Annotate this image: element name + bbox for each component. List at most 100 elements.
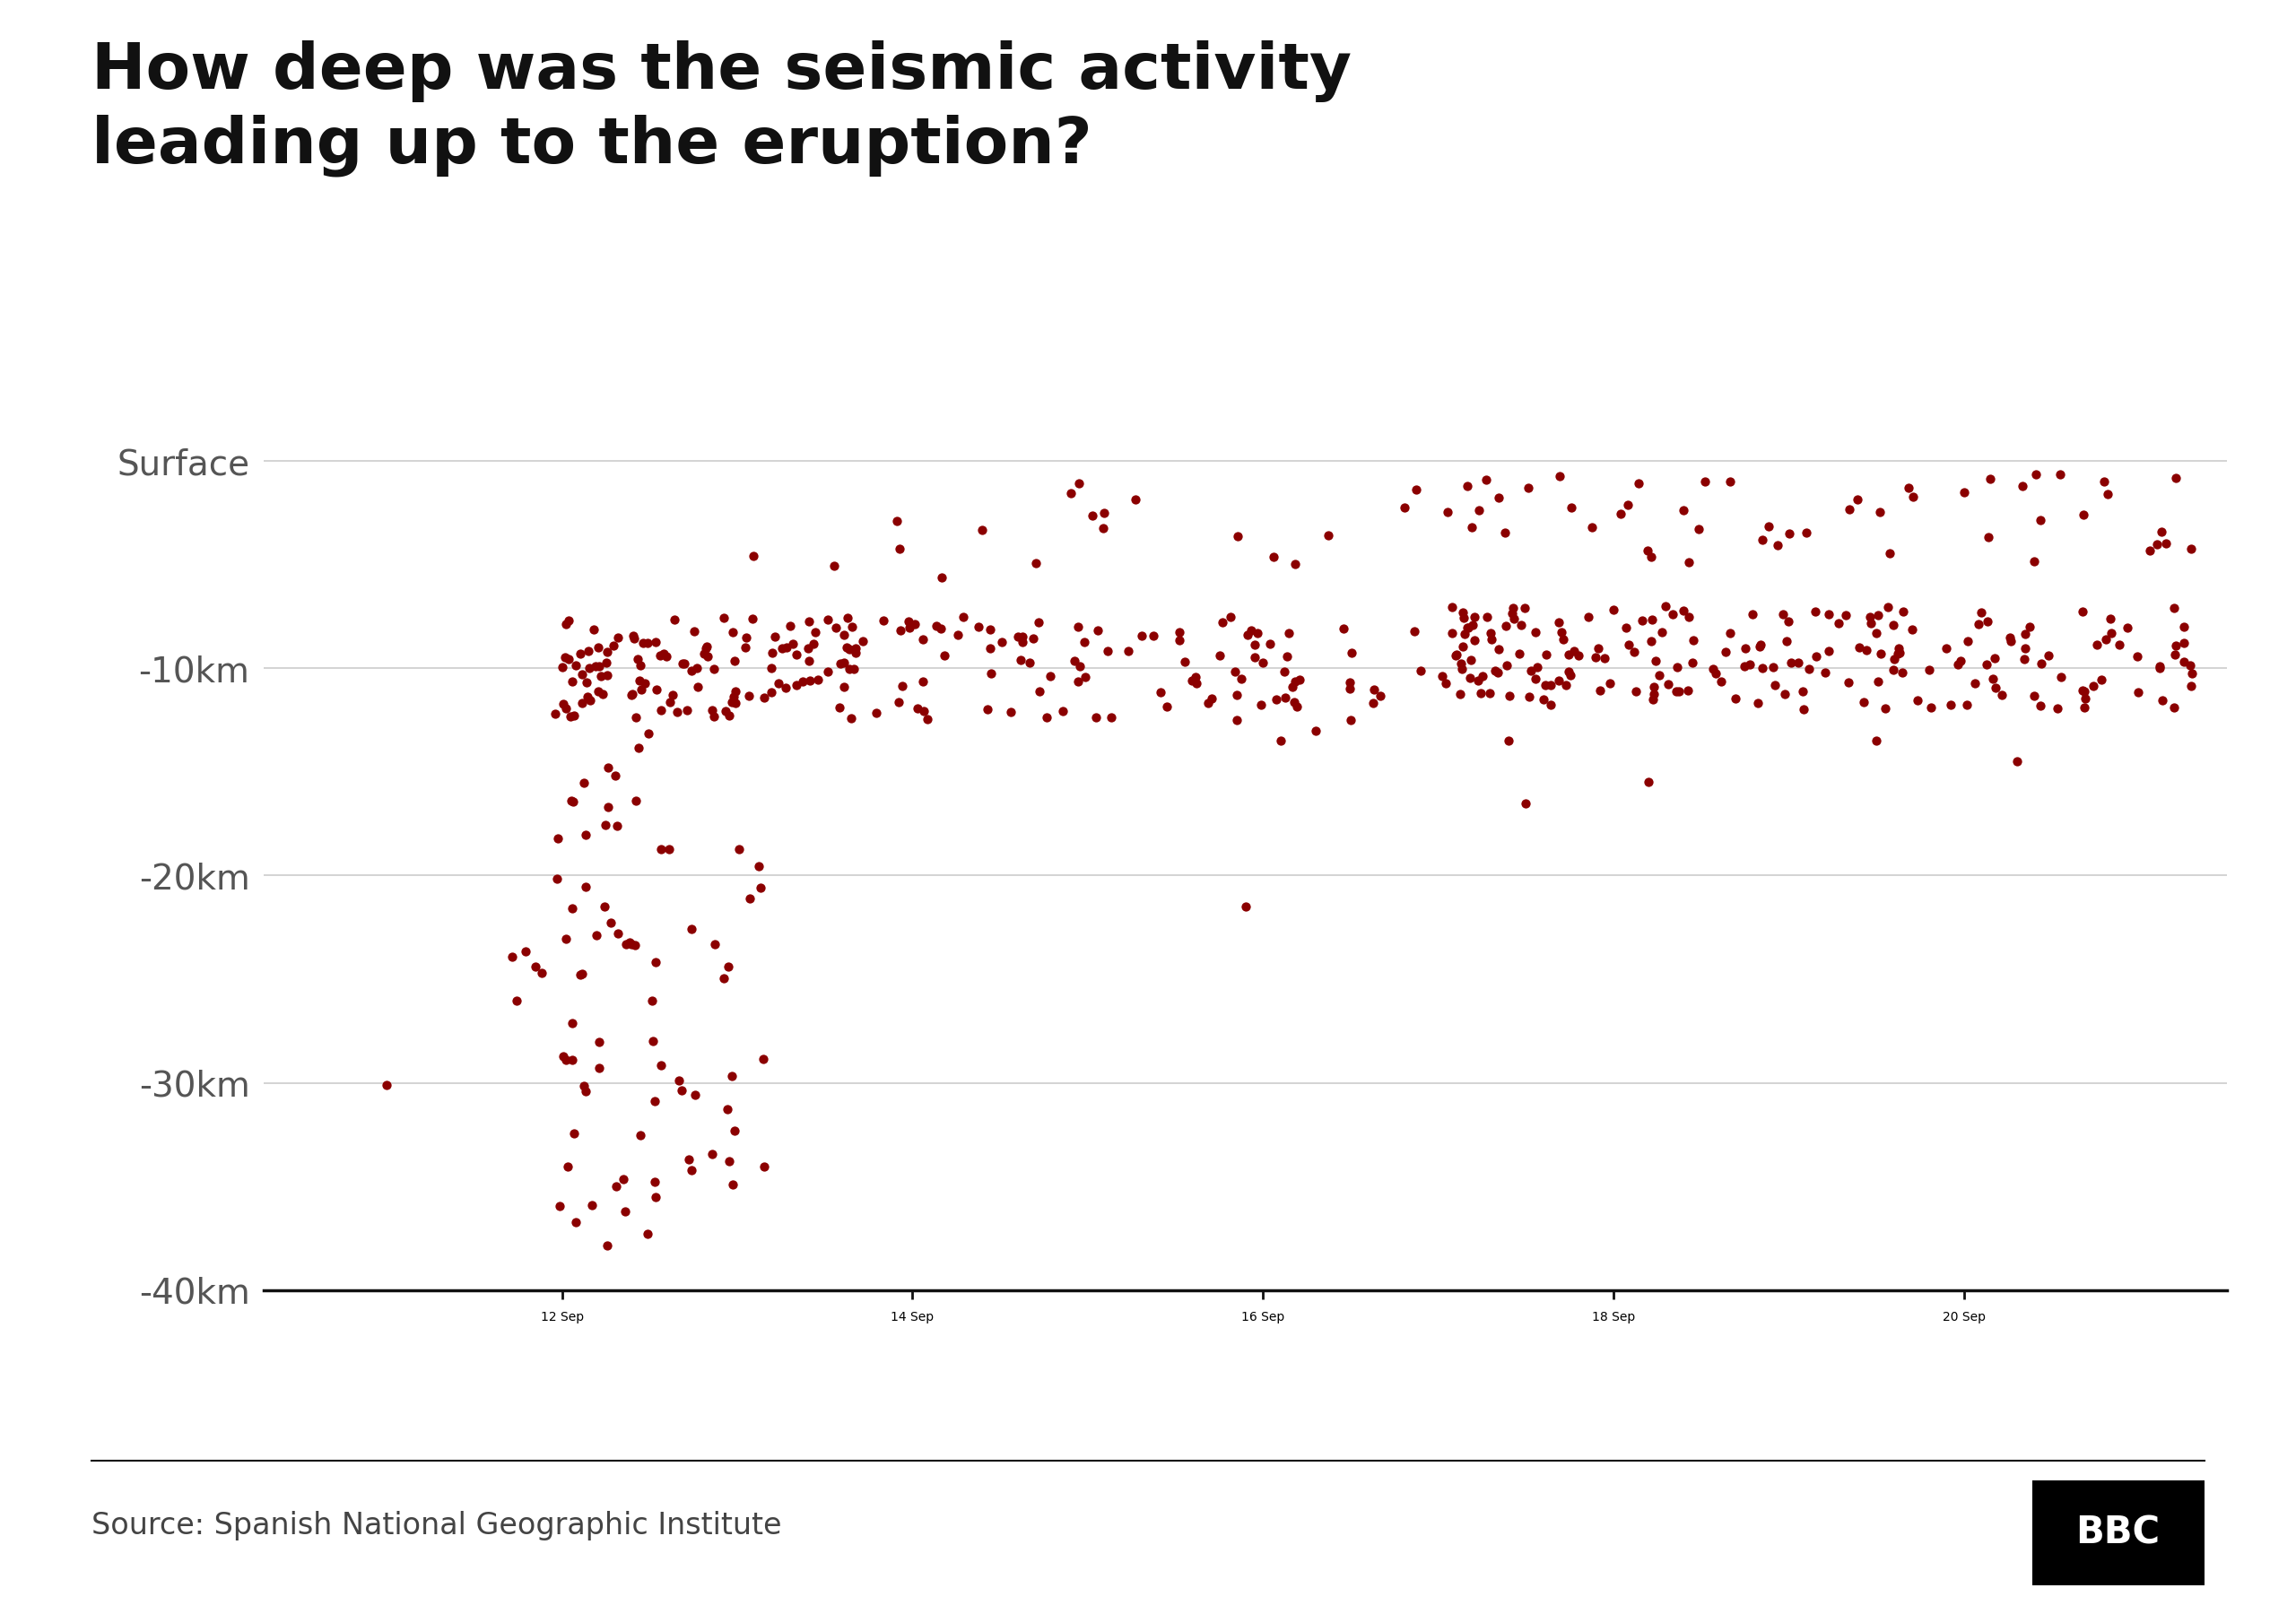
Point xyxy=(1453,515,1490,541)
Point xyxy=(597,762,634,788)
Point xyxy=(1828,602,1864,628)
Point xyxy=(753,679,790,705)
Point xyxy=(1068,665,1104,691)
Point xyxy=(2101,631,2138,657)
Point xyxy=(1860,668,1896,694)
Point xyxy=(1766,602,1802,628)
Point xyxy=(794,631,831,657)
Point xyxy=(689,636,726,662)
Point xyxy=(553,788,590,813)
Point xyxy=(1773,650,1809,676)
Point xyxy=(960,613,996,639)
Point xyxy=(1671,549,1708,575)
Point xyxy=(1334,639,1371,665)
Point xyxy=(999,625,1035,650)
Point xyxy=(1841,634,1878,660)
Point xyxy=(1603,502,1639,528)
Point xyxy=(1635,681,1671,707)
Point xyxy=(2007,646,2043,671)
Point xyxy=(1435,620,1472,646)
Point xyxy=(1665,497,1701,523)
Point xyxy=(1444,605,1481,631)
Point xyxy=(1609,492,1646,518)
Point xyxy=(553,896,590,922)
Point xyxy=(1056,647,1093,673)
Text: Source: Spanish National Geographic Institute: Source: Spanish National Geographic Inst… xyxy=(92,1511,783,1540)
Point xyxy=(1910,657,1947,683)
Point xyxy=(1961,610,1998,636)
Point xyxy=(1853,604,1890,629)
Point xyxy=(735,607,771,633)
Point xyxy=(1942,647,1979,673)
Point xyxy=(1669,678,1706,704)
Point xyxy=(2172,536,2209,562)
Point xyxy=(1857,620,1894,646)
Point xyxy=(579,634,615,660)
Point xyxy=(760,670,797,696)
Point xyxy=(1527,642,1564,668)
Point xyxy=(1003,623,1040,649)
Point xyxy=(2066,678,2103,704)
Point xyxy=(581,654,618,679)
Point xyxy=(2078,633,2115,659)
Point xyxy=(1869,594,1906,620)
Point xyxy=(1531,691,1568,717)
Point xyxy=(1325,615,1362,641)
Point xyxy=(696,931,732,957)
Point xyxy=(2018,462,2055,487)
Point xyxy=(1219,707,1256,733)
Point xyxy=(882,617,918,642)
Point xyxy=(971,617,1008,642)
Point xyxy=(549,1047,585,1073)
Point xyxy=(1281,667,1318,692)
Point xyxy=(1492,600,1529,626)
Point xyxy=(664,650,700,676)
Point xyxy=(1768,628,1805,654)
Point xyxy=(1644,620,1681,646)
Point xyxy=(1244,650,1281,676)
Point xyxy=(1711,468,1747,494)
Point xyxy=(565,770,602,796)
Point xyxy=(1632,628,1669,654)
Point xyxy=(1984,683,2020,709)
Point xyxy=(1740,691,1777,717)
Point xyxy=(1876,657,1913,683)
Point xyxy=(579,923,615,949)
Point xyxy=(1857,728,1894,754)
Point xyxy=(829,634,866,660)
Point xyxy=(1178,670,1215,696)
Point xyxy=(2144,688,2181,713)
Point xyxy=(1750,513,1786,539)
Point xyxy=(774,631,810,657)
Point xyxy=(1733,602,1770,628)
Point xyxy=(923,615,960,641)
Point xyxy=(638,629,675,655)
Point xyxy=(1612,633,1649,659)
Point xyxy=(785,668,822,694)
Point xyxy=(1630,770,1667,796)
Point xyxy=(643,836,680,862)
Point xyxy=(1518,665,1554,691)
Point xyxy=(1883,660,1919,686)
Point xyxy=(891,608,928,634)
Point xyxy=(1580,636,1616,662)
Point xyxy=(1899,688,1936,713)
Point xyxy=(2158,633,2195,659)
Point xyxy=(1508,791,1545,817)
Point xyxy=(1621,470,1658,495)
Point xyxy=(1274,673,1311,699)
Point xyxy=(1488,652,1525,678)
Point xyxy=(2087,626,2124,652)
Point xyxy=(652,836,689,862)
Point xyxy=(1880,636,1917,662)
Point xyxy=(1003,629,1040,655)
Point xyxy=(1759,533,1795,558)
Point xyxy=(810,607,847,633)
Point xyxy=(576,617,613,642)
Point xyxy=(1178,663,1215,689)
Point xyxy=(631,721,668,747)
Point xyxy=(732,886,769,912)
Point xyxy=(2156,642,2193,668)
Point xyxy=(1116,487,1153,513)
Point xyxy=(992,699,1029,725)
